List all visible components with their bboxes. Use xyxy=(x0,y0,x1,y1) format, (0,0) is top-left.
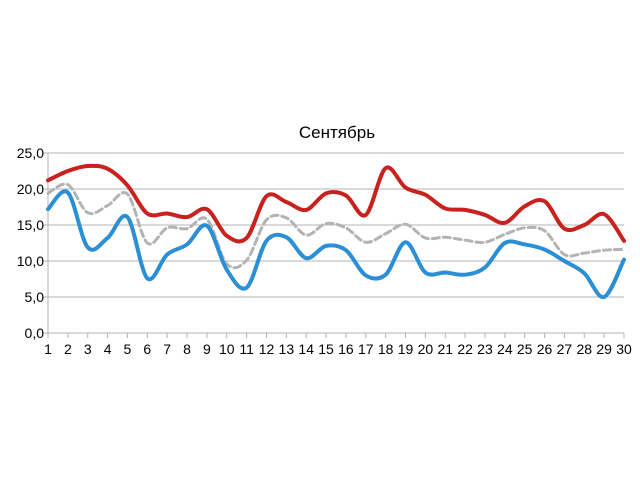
y-tick-label: 10,0 xyxy=(17,253,44,269)
x-tick-label: 22 xyxy=(457,341,473,357)
axes xyxy=(47,153,625,338)
y-tick-label: 25,0 xyxy=(17,145,44,161)
x-tick-label: 6 xyxy=(143,341,151,357)
x-tick-label: 3 xyxy=(84,341,92,357)
gridlines xyxy=(43,152,624,334)
x-tick-label: 18 xyxy=(378,341,394,357)
x-tick-label: 12 xyxy=(259,341,275,357)
x-tick-label: 21 xyxy=(437,341,453,357)
series-line-red xyxy=(46,163,626,244)
y-tick-labels: 0,0 5,0 10,0 15,0 20,0 25,0 xyxy=(17,145,44,341)
x-tick-label: 13 xyxy=(279,341,295,357)
x-tick-label: 26 xyxy=(537,341,553,357)
x-tick-label: 17 xyxy=(358,341,374,357)
x-tick-label: 5 xyxy=(124,341,132,357)
series-line-blue xyxy=(46,189,626,300)
x-tick-label: 8 xyxy=(183,341,191,357)
x-tick-label: 1 xyxy=(44,341,52,357)
x-tick-label: 9 xyxy=(203,341,211,357)
x-tick-label: 30 xyxy=(616,341,632,357)
x-tick-label: 20 xyxy=(418,341,434,357)
x-tick-label: 7 xyxy=(163,341,171,357)
x-tick-label: 23 xyxy=(477,341,493,357)
x-tick-label: 15 xyxy=(318,341,334,357)
x-tick-label: 4 xyxy=(104,341,112,357)
y-tick-label: 15,0 xyxy=(17,217,44,233)
y-tick-label: 5,0 xyxy=(25,289,45,305)
x-tick-label: 14 xyxy=(298,341,314,357)
x-tick-label: 29 xyxy=(596,341,612,357)
x-tick-label: 24 xyxy=(497,341,513,357)
x-tick-label: 10 xyxy=(219,341,235,357)
x-tick-label: 16 xyxy=(338,341,354,357)
y-tick-label: 20,0 xyxy=(17,181,44,197)
chart-title: Сентябрь xyxy=(299,123,375,142)
x-tick-labels: 1 2 3 4 5 6 7 8 9 10 11 12 13 14 15 16 17 18 19 20 21 22 23 24 2… xyxy=(44,341,632,357)
x-tick-label: 27 xyxy=(557,341,573,357)
series-line-gray-dashed xyxy=(46,182,626,270)
series-lines xyxy=(46,163,626,300)
x-tick-label: 2 xyxy=(64,341,72,357)
x-tick-label: 25 xyxy=(517,341,533,357)
x-tick-label: 19 xyxy=(398,341,414,357)
x-tick-label: 11 xyxy=(239,341,254,357)
y-tick-label: 0,0 xyxy=(25,325,45,341)
x-tick-label: 28 xyxy=(576,341,592,357)
